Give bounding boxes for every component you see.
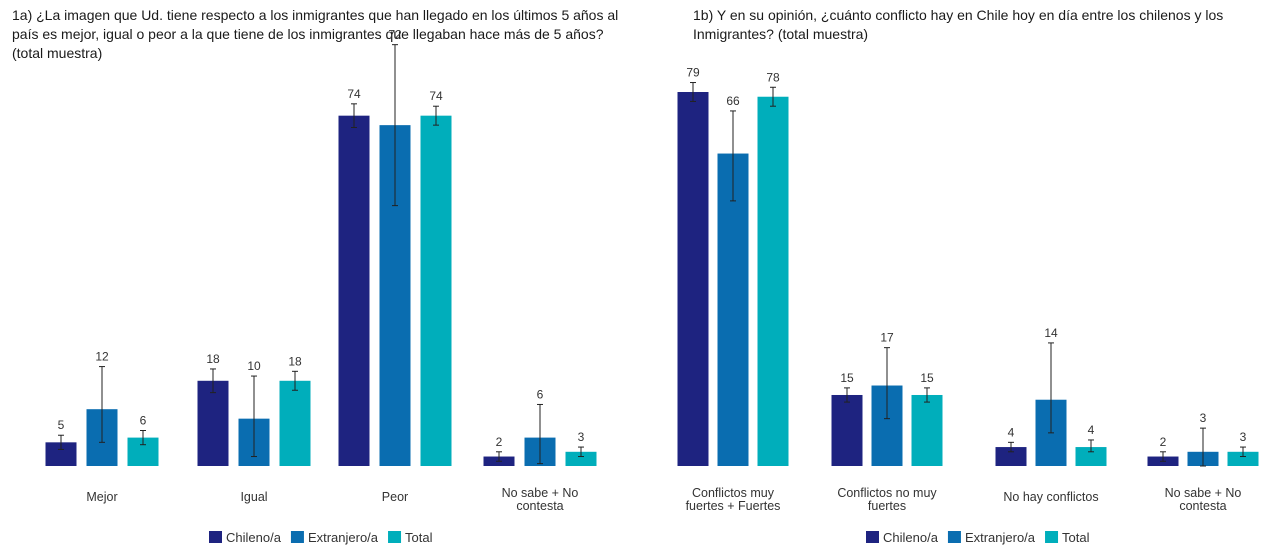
bar-0-1-0 <box>197 380 229 466</box>
bar-0-0-0 <box>45 442 77 466</box>
data-label-1-0-0: 79 <box>686 66 700 80</box>
chart-b-title: 1b) Y en su opinión, ¿cuánto conflicto h… <box>693 7 1224 42</box>
category-label-0-2-0: Peor <box>382 490 408 504</box>
bar-0-3-2 <box>565 451 597 466</box>
data-label-1-1-2: 15 <box>920 371 934 385</box>
legend-entry-0-0: Chileno/a <box>226 530 282 545</box>
bar-0-2-0 <box>338 115 370 466</box>
data-label-0-0-2: 6 <box>140 413 147 427</box>
legend-entry-1-2: Total <box>1062 530 1090 545</box>
data-label-1-2-1: 14 <box>1044 326 1058 340</box>
data-label-0-1-0: 18 <box>206 352 220 366</box>
data-label-1-3-0: 2 <box>1160 435 1167 449</box>
category-label-0-3-1: contesta <box>516 499 563 513</box>
category-label-0-3-0: No sabe + No <box>502 486 579 500</box>
data-label-0-3-2: 3 <box>578 430 585 444</box>
data-label-0-0-1: 12 <box>95 350 109 364</box>
category-label-1-1-0: Conflictos no muy <box>837 486 937 500</box>
category-label-1-3-1: contesta <box>1179 499 1226 513</box>
bar-1-2-2 <box>1075 447 1107 466</box>
legend-swatch-0-1 <box>290 531 304 543</box>
bar-0-2-2 <box>420 115 452 466</box>
category-label-1-1-1: fuertes <box>868 499 906 513</box>
data-label-0-3-1: 6 <box>537 387 544 401</box>
data-label-1-3-2: 3 <box>1240 430 1247 444</box>
category-label-1-2-0: No hay conflictos <box>1003 490 1098 504</box>
category-label-1-0-1: fuertes + Fuertes <box>686 499 781 513</box>
bar-1-0-1 <box>717 153 749 466</box>
data-label-1-2-0: 4 <box>1008 425 1015 439</box>
data-label-0-1-1: 10 <box>247 359 261 373</box>
data-label-1-0-2: 78 <box>766 70 780 84</box>
bar-1-3-2 <box>1227 451 1259 466</box>
data-label-1-3-1: 3 <box>1200 411 1207 425</box>
data-label-1-2-2: 4 <box>1088 423 1095 437</box>
data-label-1-0-1: 66 <box>726 94 740 108</box>
bar-1-1-2 <box>911 394 943 466</box>
legend-entry-0-1: Extranjero/a <box>308 530 379 545</box>
data-label-0-3-0: 2 <box>496 435 503 449</box>
data-label-0-2-2: 74 <box>429 89 443 103</box>
legend-swatch-1-2 <box>1045 531 1059 543</box>
data-label-0-0-0: 5 <box>58 418 65 432</box>
legend-swatch-0-2 <box>388 531 402 543</box>
legend-swatch-1-0 <box>866 531 879 543</box>
legend-swatch-1-1 <box>947 531 961 543</box>
legend-swatch-0-0 <box>209 531 222 543</box>
data-label-0-2-0: 74 <box>347 87 361 101</box>
bar-1-0-2 <box>757 96 789 466</box>
data-label-0-2-1: 72 <box>388 28 402 42</box>
category-label-1-0-0: Conflictos muy <box>692 486 775 500</box>
bar-1-1-0 <box>831 394 863 466</box>
chart-a-title: 1a) ¿La imagen que Ud. tiene respecto a … <box>12 7 619 61</box>
category-label-0-1-0: Igual <box>240 490 267 504</box>
data-label-0-1-2: 18 <box>288 354 302 368</box>
legend-entry-1-1: Extranjero/a <box>965 530 1036 545</box>
bar-1-0-0 <box>677 92 709 466</box>
bar-1-2-0 <box>995 447 1027 466</box>
category-label-1-3-0: No sabe + No <box>1165 486 1242 500</box>
bar-0-1-2 <box>279 380 311 466</box>
legend-entry-1-0: Chileno/a <box>883 530 939 545</box>
category-label-0-0-0: Mejor <box>86 490 117 504</box>
legend-entry-0-2: Total <box>405 530 433 545</box>
data-label-1-1-1: 17 <box>880 331 894 345</box>
data-label-1-1-0: 15 <box>840 371 854 385</box>
